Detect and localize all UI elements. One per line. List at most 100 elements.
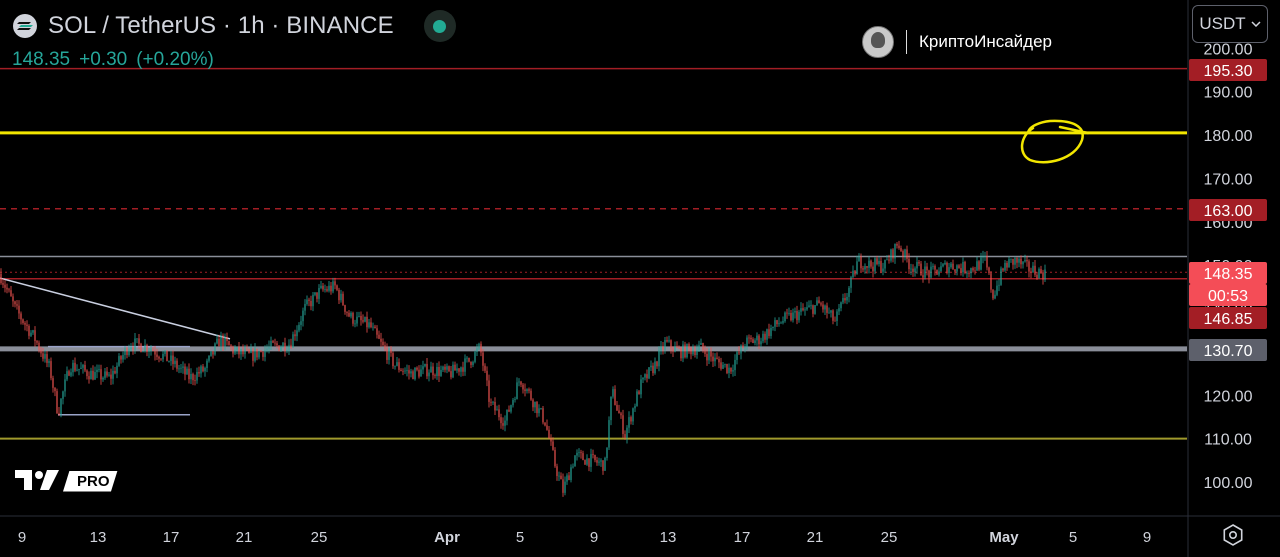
candle-body — [926, 266, 928, 271]
price-label-text: 130.70 — [1204, 343, 1253, 360]
candle-body — [398, 362, 400, 370]
candle-body — [14, 301, 16, 305]
channel-name: КриптоИнсайдер — [919, 32, 1052, 51]
candle-body — [890, 249, 892, 261]
candle-body — [50, 361, 52, 379]
candle-body — [644, 374, 646, 378]
candle-body — [490, 401, 492, 403]
candle-body — [688, 344, 690, 348]
candle-body — [872, 266, 874, 272]
currency-select-button[interactable]: USDT — [1192, 5, 1268, 43]
candle-body — [486, 370, 488, 381]
last-price: 148.35 — [12, 49, 71, 70]
candle-body — [1006, 262, 1008, 268]
candle-body — [548, 429, 550, 439]
candle-body — [668, 340, 670, 342]
candle-body — [294, 334, 296, 337]
candle-body — [928, 270, 930, 278]
candle-body — [958, 265, 960, 269]
candle-body — [168, 361, 170, 362]
candle-body — [414, 367, 416, 380]
candle-body — [406, 370, 408, 371]
candle-body — [972, 268, 974, 271]
candle-body — [144, 344, 146, 352]
candle-body — [124, 348, 126, 356]
candle-body — [146, 344, 148, 352]
candle-body — [730, 367, 732, 372]
candle-body — [264, 350, 266, 357]
x-axis-tick-label: 9 — [1143, 529, 1151, 546]
candle-body — [46, 354, 48, 363]
candle-body — [356, 316, 358, 324]
candle-body — [58, 413, 60, 415]
candle-body — [190, 374, 192, 380]
candle-body — [628, 417, 630, 428]
candle-body — [350, 312, 352, 317]
candle-body — [954, 269, 956, 272]
candle-body — [430, 366, 432, 373]
candle-body — [558, 475, 560, 477]
candle-body — [86, 370, 88, 377]
candle-body — [24, 322, 26, 325]
candle-body — [322, 285, 324, 290]
candle-body — [964, 262, 966, 273]
symbol-title[interactable]: SOL / TetherUS · 1h · BINANCE — [48, 12, 394, 39]
candle-body — [848, 287, 850, 297]
candle-body — [120, 356, 122, 360]
market-status-icon[interactable] — [423, 10, 456, 42]
candle-body — [26, 324, 28, 326]
candle-body — [340, 293, 342, 301]
candle-body — [732, 370, 734, 372]
candle-body — [1000, 268, 1002, 285]
chart-settings-button[interactable] — [1218, 520, 1248, 550]
candle-body — [428, 372, 430, 377]
candle-body — [262, 351, 264, 357]
candle-body — [426, 364, 428, 377]
candle-body — [312, 294, 314, 307]
candle-body — [278, 345, 280, 351]
candle-body — [616, 404, 618, 411]
candle-body — [996, 285, 998, 295]
candle-body — [500, 417, 502, 424]
candle-body — [570, 467, 572, 481]
pro-badge: PRO — [63, 470, 118, 492]
price-label-text: 00:53 — [1208, 288, 1248, 305]
candle-body — [184, 366, 186, 375]
candle-body — [20, 313, 22, 320]
candle-body — [466, 357, 468, 359]
candle-body — [160, 358, 162, 360]
candle-body — [608, 420, 610, 448]
candle-body — [572, 466, 574, 468]
candle-body — [866, 266, 868, 268]
candle-body — [172, 355, 174, 365]
candle-body — [274, 342, 276, 344]
candle-body — [88, 376, 90, 380]
candle-body — [458, 368, 460, 372]
candle-body — [28, 325, 30, 336]
candle-body — [776, 320, 778, 325]
candle-body — [556, 466, 558, 477]
x-axis-tick-label: 17 — [734, 529, 751, 546]
candle-body — [792, 312, 794, 321]
candle-body — [916, 261, 918, 269]
candle-body — [642, 377, 644, 380]
candle-body — [448, 366, 450, 372]
candle-body — [690, 347, 692, 355]
x-axis-tick-label: Apr — [434, 529, 460, 546]
candle-body — [812, 305, 814, 314]
candle-body — [808, 305, 810, 308]
candle-body — [930, 266, 932, 278]
candle-body — [686, 344, 688, 358]
candle-body — [544, 422, 546, 426]
candle-body — [820, 303, 822, 305]
candle-body — [1034, 265, 1036, 275]
candle-body — [956, 265, 958, 272]
candle-body — [450, 371, 452, 378]
candle-body — [706, 353, 708, 361]
candle-body — [834, 320, 836, 322]
candle-body — [374, 326, 376, 329]
candle-body — [376, 328, 378, 335]
candle-body — [770, 328, 772, 336]
y-axis-tick-label: 200.00 — [1204, 41, 1253, 58]
